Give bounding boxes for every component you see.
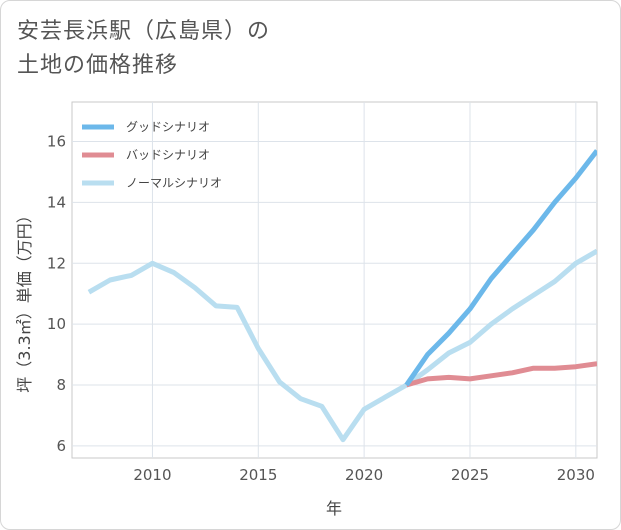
- x-tick-label-2025: 2025: [451, 466, 489, 484]
- y-tick-label-10: 10: [47, 315, 66, 333]
- chart-title-line-2: 土地の価格推移: [17, 53, 179, 78]
- y-tick-label-16: 16: [47, 133, 66, 151]
- x-tick-label-2020: 2020: [345, 466, 383, 484]
- legend-label-normal: ノーマルシナリオ: [126, 176, 222, 190]
- y-axis-title: 坪（3.3㎡）単価（万円）: [15, 207, 34, 392]
- chart-title: 安芸長浜駅（広島県）の 土地の価格推移: [17, 15, 270, 83]
- x-tick-label-2010: 2010: [133, 466, 171, 484]
- x-tick-label-2015: 2015: [239, 466, 277, 484]
- series-line-normal: [87, 248, 597, 443]
- y-axis-ticks: 6 8 10 12 14 16: [47, 133, 66, 455]
- y-tick-label-12: 12: [47, 254, 66, 272]
- legend-label-bad: バッドシナリオ: [126, 148, 210, 162]
- series-line-bad: [405, 361, 597, 388]
- x-tick-label-2030: 2030: [557, 466, 595, 484]
- y-tick-label-14: 14: [47, 193, 66, 211]
- x-axis-title: 年: [326, 499, 342, 518]
- chart-title-line-1: 安芸長浜駅（広島県）の: [17, 19, 271, 44]
- series-line-good: [404, 149, 597, 387]
- legend-label-good: グッドシナリオ: [126, 120, 210, 134]
- y-tick-label-8: 8: [56, 376, 66, 394]
- y-tick-label-6: 6: [56, 437, 66, 455]
- series-lines: [87, 149, 597, 443]
- x-axis-ticks: 2010 2015 2020 2025 2030: [133, 466, 595, 484]
- plot-area: [71, 101, 598, 459]
- grid-lines: [72, 102, 597, 458]
